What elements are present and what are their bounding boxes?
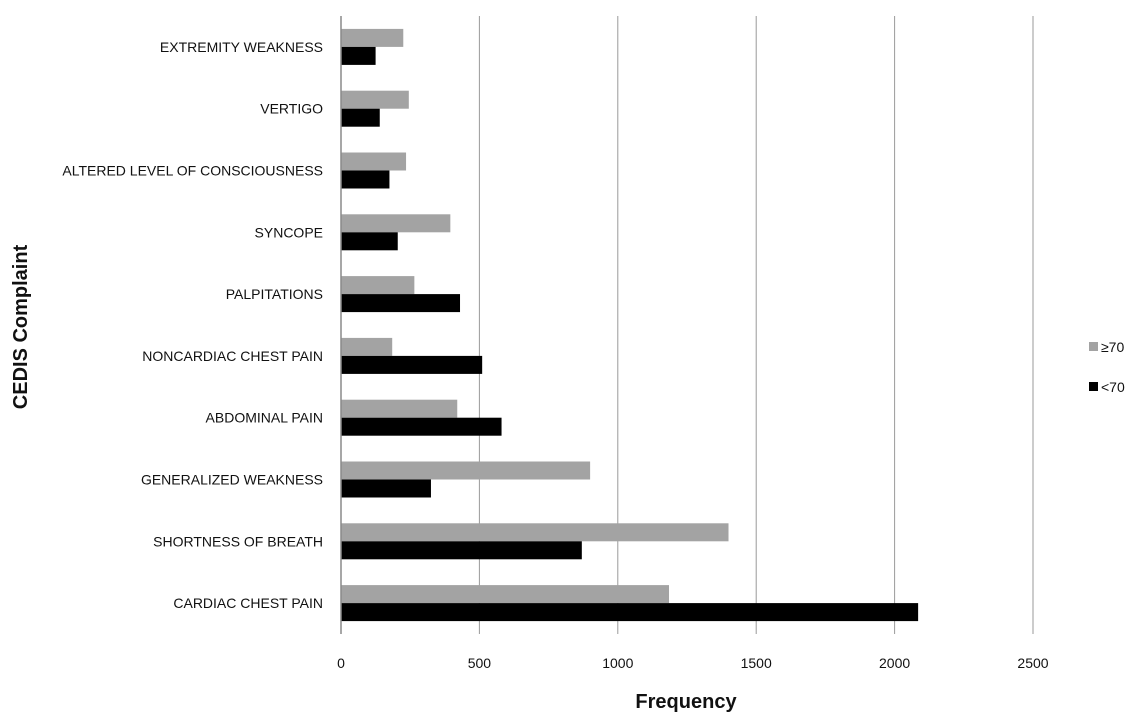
category-label: SHORTNESS OF BREATH (153, 533, 323, 549)
bar-ge70 (341, 523, 729, 542)
x-tick-label: 500 (468, 655, 492, 671)
y-axis-title: CEDIS Complaint (10, 244, 32, 409)
bar-ge70 (341, 399, 458, 418)
category-label: PALPITATIONS (226, 286, 323, 302)
bar-lt70 (341, 355, 483, 374)
bar-ge70 (341, 214, 451, 233)
bar-ge70 (341, 337, 393, 356)
bar-lt70 (341, 479, 431, 498)
x-tick-label: 1000 (602, 655, 633, 671)
bar-lt70 (341, 170, 390, 189)
category-label: EXTREMITY WEAKNESS (160, 39, 323, 55)
category-label: ALTERED LEVEL OF CONSCIOUSNESS (62, 163, 323, 179)
bar-lt70 (341, 603, 919, 622)
x-tick-label: 2500 (1017, 655, 1048, 671)
bars (341, 28, 919, 622)
bar-lt70 (341, 294, 461, 313)
category-label: ABDOMINAL PAIN (206, 410, 323, 426)
legend-label-lt70: <70 (1101, 379, 1125, 395)
category-label: CARDIAC CHEST PAIN (173, 595, 323, 611)
bar-lt70 (341, 417, 502, 436)
bar-ge70 (341, 585, 670, 604)
legend-swatch-ge70 (1089, 342, 1098, 351)
x-axis-title: Frequency (635, 691, 737, 713)
category-label: GENERALIZED WEAKNESS (141, 472, 323, 488)
legend-label-ge70: ≥70 (1101, 339, 1124, 355)
bar-ge70 (341, 276, 415, 295)
bar-lt70 (341, 232, 398, 251)
category-labels: EXTREMITY WEAKNESS VERTIGO ALTERED LEVEL O… (62, 39, 323, 611)
category-label: NONCARDIAC CHEST PAIN (142, 348, 323, 364)
x-tick-labels: 0 500 1000 1500 2000 2500 (337, 655, 1049, 671)
bar-ge70 (341, 461, 591, 480)
legend-swatch-lt70 (1089, 382, 1098, 391)
bar-lt70 (341, 108, 380, 127)
category-label: SYNCOPE (255, 224, 323, 240)
x-tick-label: 1500 (741, 655, 772, 671)
bar-ge70 (341, 28, 404, 47)
bar-ge70 (341, 152, 407, 171)
bar-ge70 (341, 90, 409, 109)
legend: ≥70 <70 (1089, 339, 1125, 395)
category-label: VERTIGO (260, 101, 323, 117)
x-tick-label: 0 (337, 655, 345, 671)
bar-lt70 (341, 541, 582, 560)
bar-lt70 (341, 46, 376, 65)
x-tick-label: 2000 (879, 655, 910, 671)
